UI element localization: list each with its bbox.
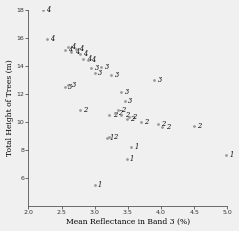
Text: 3: 3 (125, 88, 129, 96)
Text: 4: 4 (68, 46, 72, 54)
Text: 3: 3 (105, 63, 109, 71)
Text: 4: 4 (50, 35, 54, 43)
Y-axis label: Total Height of Trees (m): Total Height of Trees (m) (5, 59, 14, 156)
Text: 2: 2 (144, 118, 149, 125)
Text: 2: 2 (166, 123, 170, 131)
Text: 4: 4 (91, 56, 96, 64)
Text: 2: 2 (121, 106, 125, 114)
Text: 2: 2 (161, 120, 165, 128)
Text: 2: 2 (132, 113, 137, 121)
Text: 4: 4 (87, 55, 91, 63)
Text: 1: 1 (98, 180, 102, 188)
Text: 4: 4 (83, 50, 88, 58)
Text: 4: 4 (79, 45, 84, 53)
Text: 4: 4 (75, 48, 79, 55)
Text: 2: 2 (113, 110, 117, 119)
Text: 4: 4 (46, 6, 50, 14)
Text: 2: 2 (125, 110, 129, 119)
Text: 3: 3 (95, 64, 99, 72)
Text: 1: 1 (110, 134, 114, 142)
Text: 1: 1 (229, 151, 234, 159)
Text: 4: 4 (71, 43, 76, 51)
X-axis label: Mean Reflectance in Band 3 (%): Mean Reflectance in Band 3 (%) (66, 217, 190, 225)
Text: 3: 3 (98, 69, 102, 76)
Text: 1: 1 (130, 155, 134, 163)
Text: 3: 3 (68, 82, 72, 91)
Text: 1: 1 (135, 143, 139, 151)
Text: 2: 2 (130, 115, 134, 123)
Text: 3: 3 (158, 76, 162, 84)
Text: 2: 2 (113, 133, 117, 141)
Text: 2: 2 (83, 106, 88, 114)
Text: 2: 2 (118, 109, 122, 117)
Text: 3: 3 (71, 81, 76, 89)
Text: 3: 3 (114, 71, 119, 79)
Text: 3: 3 (128, 97, 132, 105)
Text: 2: 2 (197, 122, 202, 130)
